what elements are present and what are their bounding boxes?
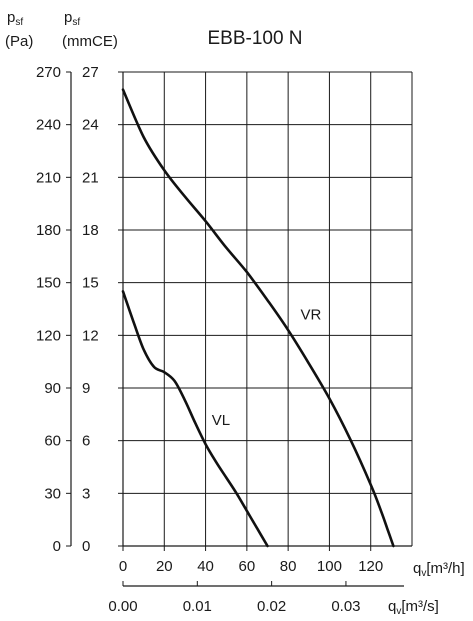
y-axis-inner-symbol: psf bbox=[64, 9, 80, 28]
y-axis-outer-tick-label: 150 bbox=[36, 275, 61, 292]
y-axis-outer-unit: (Pa) bbox=[5, 33, 33, 50]
y-axis-inner-tick-label: 3 bbox=[82, 485, 90, 502]
curve-labels-layer: VR VL bbox=[212, 307, 322, 429]
x-axis-primary-tick-label: 40 bbox=[197, 558, 214, 575]
x-axis-secondary-tick-label: 0.01 bbox=[183, 598, 212, 615]
y-axis-inner-tick-label: 12 bbox=[82, 327, 99, 344]
y-axis-inner-tick-label: 9 bbox=[82, 380, 90, 397]
y-axis-outer-tick-label: 0 bbox=[53, 538, 61, 555]
y-axis-outer-tick-label: 120 bbox=[36, 327, 61, 344]
y-axis-inner-tick-label: 0 bbox=[82, 538, 90, 555]
y-axis-inner-tick-label: 21 bbox=[82, 169, 99, 186]
chart-title: EBB-100 N bbox=[207, 28, 302, 49]
axis-layer bbox=[66, 71, 412, 587]
curve-vr bbox=[121, 88, 395, 548]
x-axis-secondary-tick-label: 0.00 bbox=[108, 598, 137, 615]
y-axis-outer-tick-label: 60 bbox=[44, 433, 61, 450]
x-axis-primary-tick-label: 60 bbox=[239, 558, 256, 575]
y-axis-inner-tick-label: 18 bbox=[82, 222, 99, 239]
x-axis-secondary-tick-label: 0.03 bbox=[331, 598, 360, 615]
x-axis-primary-tick-label: 20 bbox=[156, 558, 173, 575]
x-axis-primary-tick-label: 100 bbox=[317, 558, 342, 575]
x-axis-secondary-label: qv[m³/s] bbox=[388, 598, 439, 617]
y-axis-inner-tick-label: 27 bbox=[82, 64, 99, 81]
y-axis-outer-tick-label: 270 bbox=[36, 64, 61, 81]
x-axis-primary-label: qv[m³/h] bbox=[413, 560, 465, 579]
y-axis-inner-tick-label: 15 bbox=[82, 275, 99, 292]
y-axis-inner-tick-label: 6 bbox=[82, 433, 90, 450]
y-axis-outer-symbol: psf bbox=[7, 9, 23, 28]
y-axis-outer-tick-label: 210 bbox=[36, 169, 61, 186]
y-axis-outer-tick-label: 180 bbox=[36, 222, 61, 239]
series-layer bbox=[121, 88, 395, 548]
curve-label-vl: VL bbox=[212, 412, 230, 429]
x-axis-primary-tick-label: 80 bbox=[280, 558, 297, 575]
y-axis-outer-tick-label: 30 bbox=[44, 485, 61, 502]
x-axis-primary-tick-label: 120 bbox=[358, 558, 383, 575]
curve-label-vr: VR bbox=[301, 307, 322, 324]
y-axis-inner-tick-label: 24 bbox=[82, 117, 99, 134]
tick-labels-layer: 0306090120150180210240270036912151821242… bbox=[36, 64, 383, 615]
x-axis-primary-tick-label: 0 bbox=[119, 558, 127, 575]
y-axis-outer-tick-label: 240 bbox=[36, 117, 61, 134]
y-axis-outer-tick-label: 90 bbox=[44, 380, 61, 397]
y-axis-inner-unit: (mmCE) bbox=[62, 33, 118, 50]
x-axis-secondary-tick-label: 0.02 bbox=[257, 598, 286, 615]
grid-layer bbox=[123, 71, 413, 546]
curve-vl bbox=[121, 290, 269, 548]
